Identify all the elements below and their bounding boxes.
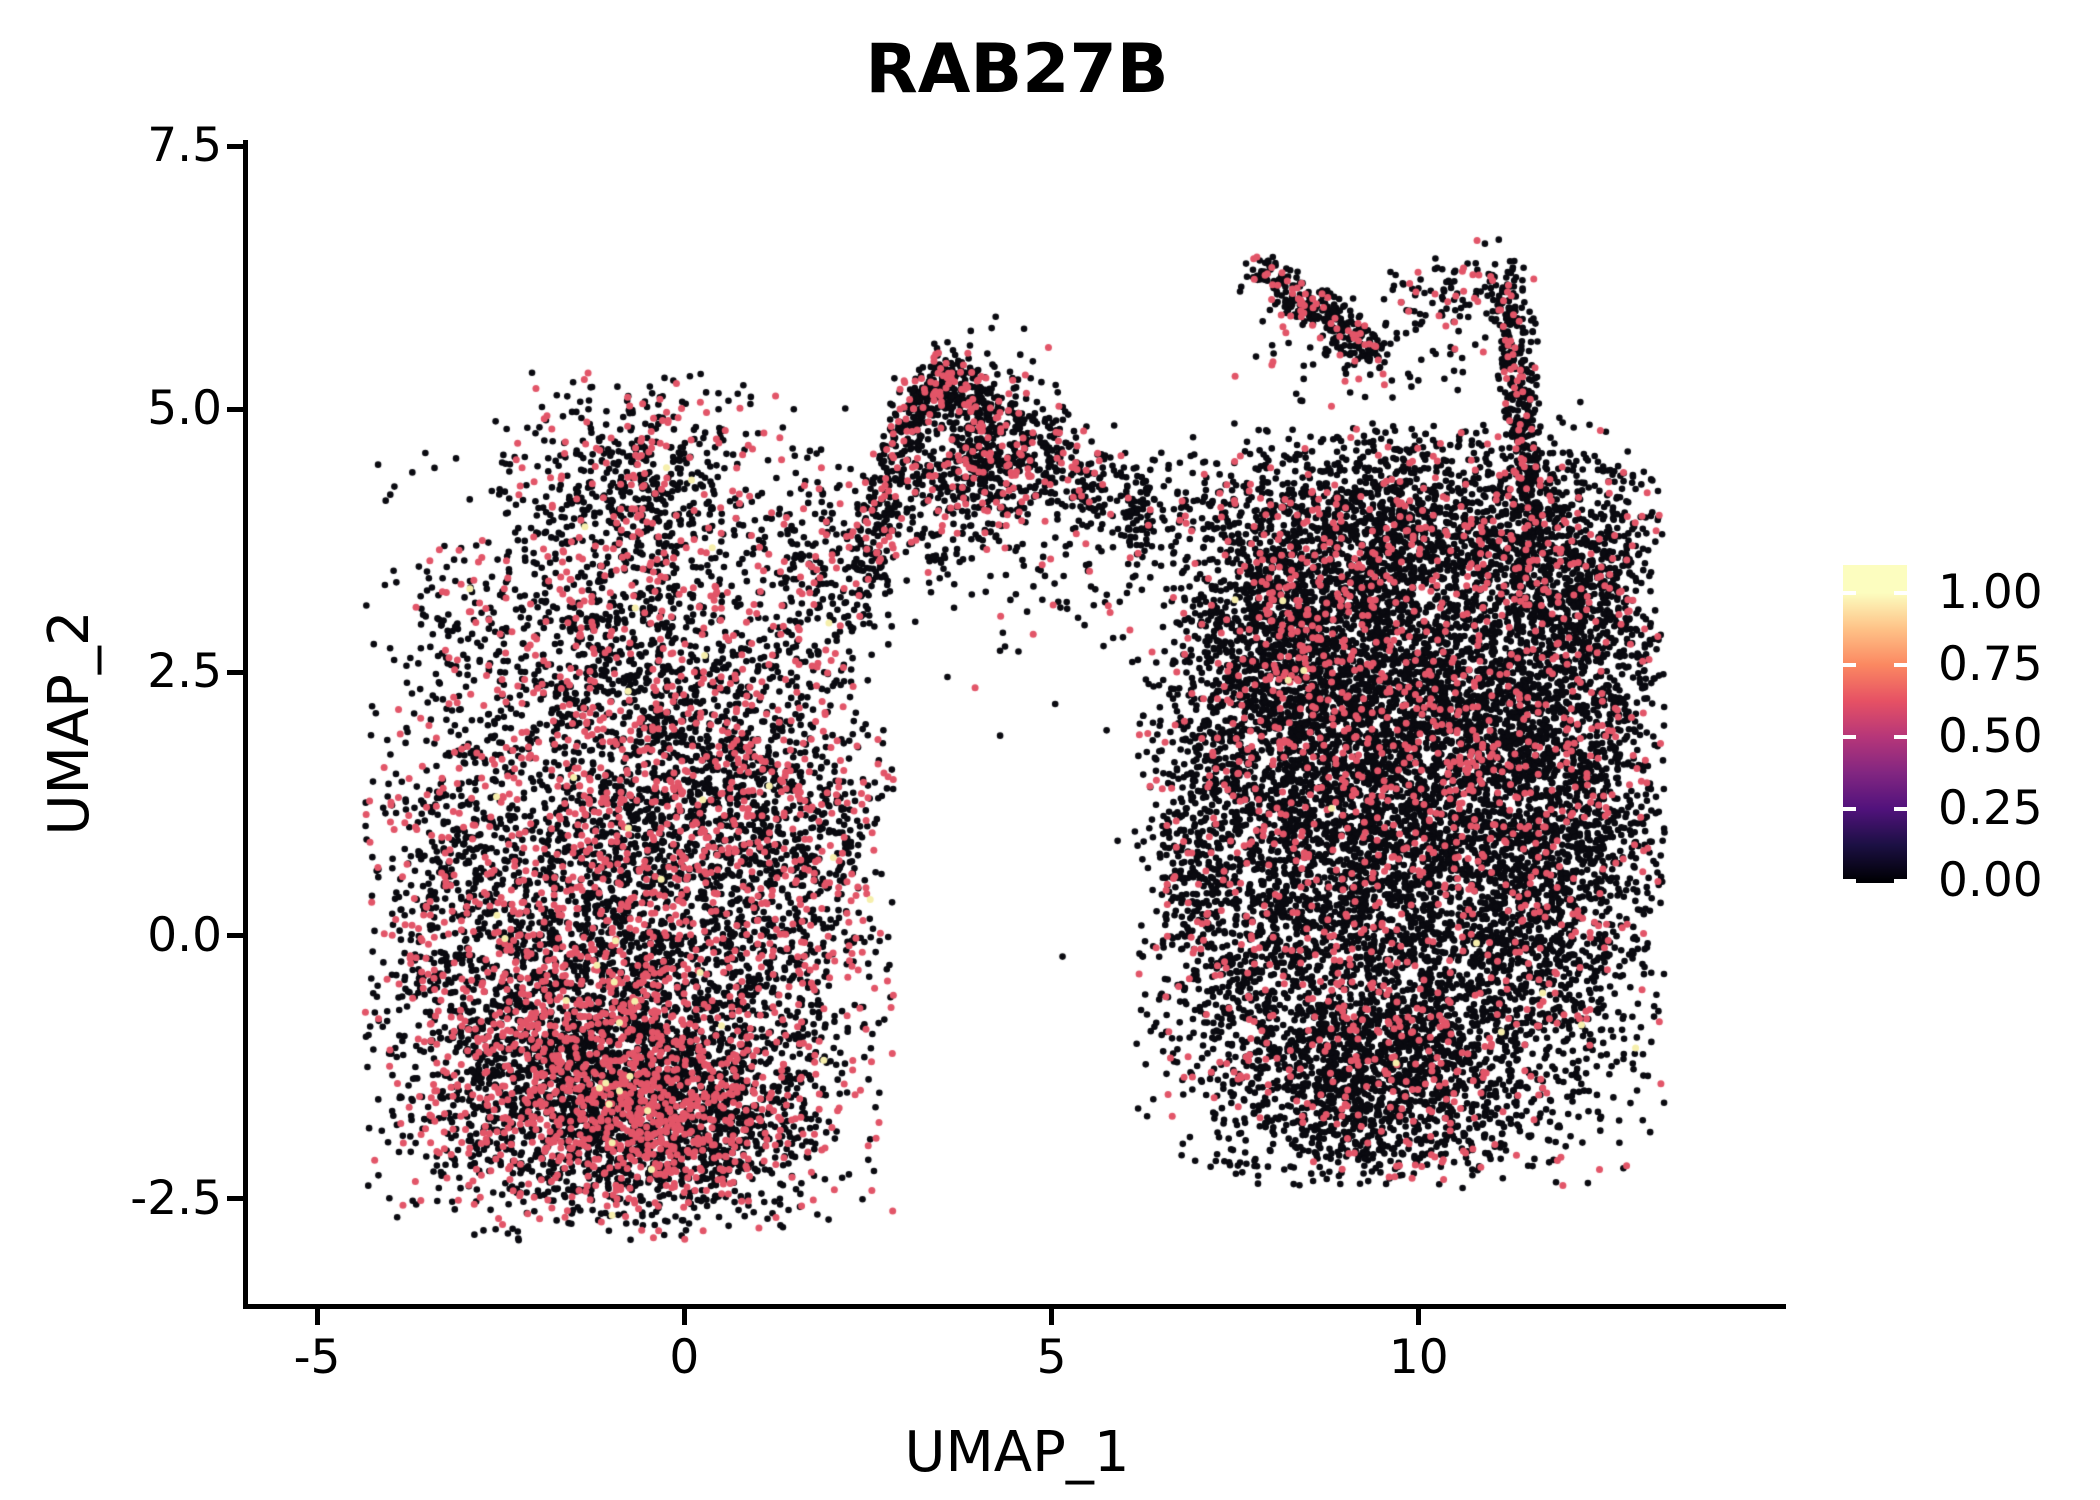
y-tick-label: 0.0 [147, 907, 222, 963]
x-tick-label: -5 [293, 1330, 341, 1385]
colorbar-tick-mark [1894, 806, 1907, 811]
colorbar-tick-mark [1843, 590, 1856, 595]
y-tick-label: 5.0 [147, 381, 222, 437]
colorbar-tick-mark [1894, 590, 1907, 595]
colorbar-tick-mark [1843, 662, 1856, 667]
y-tick-label: 2.5 [147, 644, 222, 700]
y-tick-mark [227, 143, 243, 149]
y-tick-mark [227, 1196, 243, 1202]
y-tick-mark [227, 933, 243, 939]
x-tick-mark [681, 1309, 687, 1325]
colorbar-tick-label: 0.50 [1938, 708, 2043, 764]
colorbar-tick-mark [1843, 878, 1856, 883]
plot-title: RAB27B [865, 30, 1169, 109]
colorbar-tick-mark [1894, 734, 1907, 739]
colorbar-tick-mark [1843, 806, 1856, 811]
colorbar-tick-mark [1894, 662, 1907, 667]
colorbar-tick-label: 0.75 [1938, 636, 2043, 692]
x-axis-title: UMAP_1 [904, 1420, 1130, 1485]
y-axis-title: UMAP_2 [37, 610, 102, 836]
y-tick-mark [227, 406, 243, 412]
y-tick-label: 7.5 [147, 118, 222, 174]
y-tick-mark [227, 669, 243, 675]
y-axis-line [243, 140, 248, 1309]
colorbar-tick-label: 0.00 [1938, 852, 2043, 908]
x-tick-label: 5 [1036, 1330, 1067, 1385]
colorbar-gradient [1843, 565, 1907, 883]
x-axis-line [243, 1304, 1786, 1309]
colorbar-tick-mark [1843, 734, 1856, 739]
x-tick-label: 0 [669, 1330, 700, 1385]
x-tick-mark [1416, 1309, 1422, 1325]
colorbar-tick-label: 0.25 [1938, 780, 2043, 836]
x-tick-mark [314, 1309, 320, 1325]
x-tick-label: 10 [1388, 1330, 1449, 1385]
y-tick-label: -2.5 [130, 1170, 222, 1226]
colorbar-tick-label: 1.00 [1938, 564, 2043, 620]
x-tick-mark [1049, 1309, 1055, 1325]
colorbar-tick-mark [1894, 878, 1907, 883]
